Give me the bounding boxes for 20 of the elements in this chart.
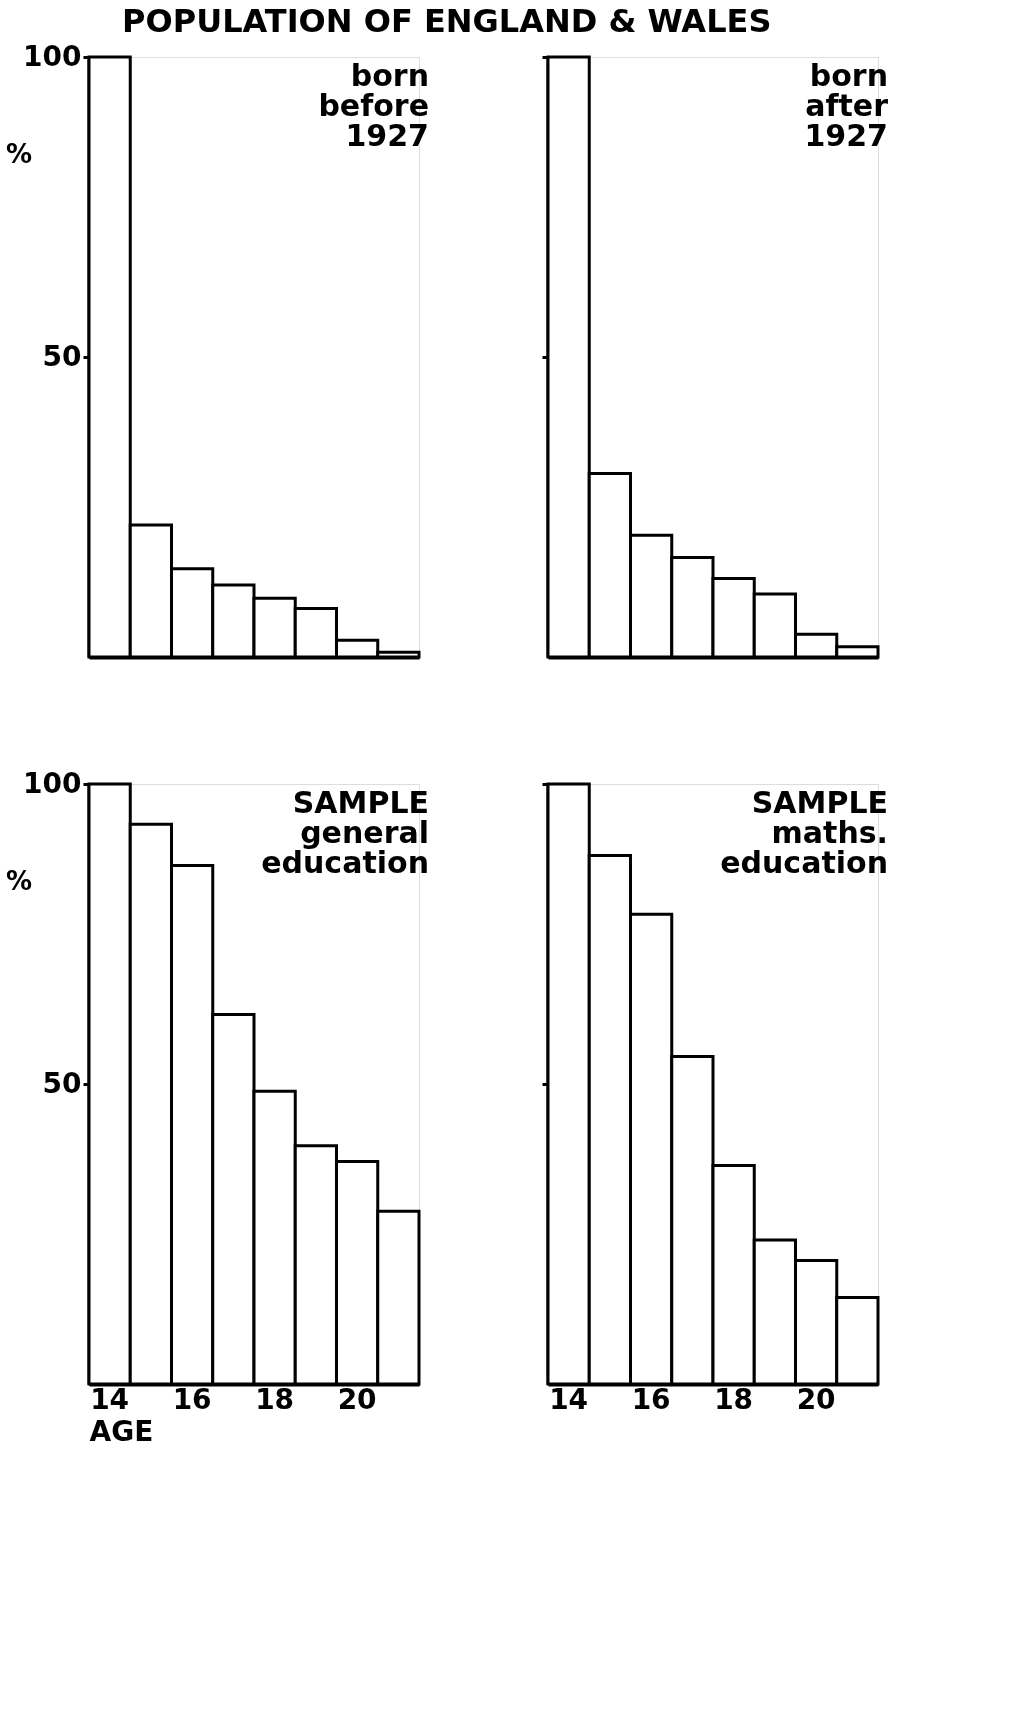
y-axis-title: % <box>6 138 33 169</box>
x-tick-label: 18 <box>714 1382 754 1416</box>
x-tick-label: 14 <box>549 1382 589 1416</box>
chart-title: POPULATION OF ENGLAND & WALES <box>122 1 772 40</box>
annotation: born after 1927 <box>804 58 889 153</box>
x-tick-label: 16 <box>172 1382 212 1416</box>
x-tick-label: 14 <box>90 1382 130 1416</box>
annotation: SAMPLE general education <box>261 785 429 880</box>
y-tick-label: 100 <box>23 39 82 73</box>
y-tick-label: 50 <box>42 339 82 373</box>
annotation: born before 1927 <box>318 58 429 153</box>
y-tick-label: 50 <box>42 1066 82 1100</box>
y-axis-title: % <box>6 865 33 896</box>
annotation: SAMPLE maths. education <box>720 785 888 880</box>
x-tick-label: 20 <box>796 1382 836 1416</box>
x-tick-label: 16 <box>631 1382 671 1416</box>
x-tick-label: 20 <box>337 1382 377 1416</box>
y-tick-label: 100 <box>23 766 82 800</box>
x-tick-label: 18 <box>255 1382 295 1416</box>
x-axis-title: AGE <box>89 1414 154 1448</box>
